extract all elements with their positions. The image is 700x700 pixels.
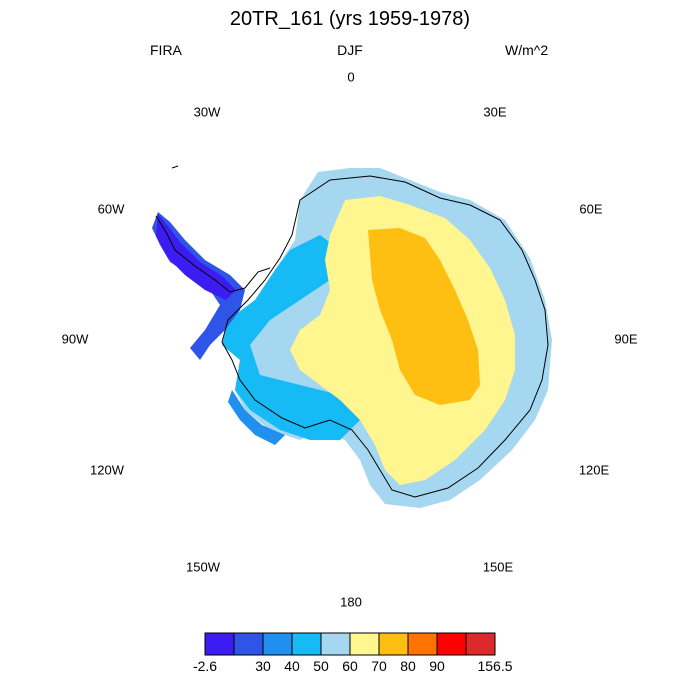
colorbar-label: -2.6 bbox=[193, 658, 217, 674]
colorbar-swatch bbox=[262, 632, 293, 656]
variable-label: FIRA bbox=[150, 42, 182, 58]
lon-label-180: 180 bbox=[340, 594, 362, 610]
colorbar-swatch bbox=[204, 632, 235, 656]
plot-title: 20TR_161 (yrs 1959-1978) bbox=[229, 8, 471, 30]
coastline bbox=[221, 175, 549, 498]
lon-label-0: 0 bbox=[347, 69, 355, 85]
island-outline bbox=[171, 165, 179, 169]
colorbar-swatch bbox=[233, 632, 264, 656]
colorbar-label: 90 bbox=[429, 658, 445, 674]
region-50 bbox=[222, 235, 360, 440]
colorbar-swatch bbox=[320, 632, 351, 656]
colorbar-label: 30 bbox=[255, 658, 271, 674]
lon-label-30w: 30W bbox=[193, 104, 221, 120]
colorbar-swatch bbox=[436, 632, 467, 656]
lon-label-60e: 60E bbox=[579, 201, 603, 217]
colorbar-swatch bbox=[291, 632, 322, 656]
units-label: W/m^2 bbox=[505, 42, 549, 58]
colorbar-label: 70 bbox=[371, 658, 387, 674]
colorbar-swatch bbox=[407, 632, 438, 656]
colorbar-label: 60 bbox=[342, 658, 358, 674]
lon-label-120w: 120W bbox=[90, 462, 124, 478]
season-label: DJF bbox=[337, 42, 363, 58]
peninsula-coastline bbox=[155, 215, 271, 293]
colorbar-label: 156.5 bbox=[477, 658, 512, 674]
lon-label-150w: 150W bbox=[186, 559, 220, 575]
colorbar-label: 80 bbox=[400, 658, 416, 674]
lon-label-60w: 60W bbox=[97, 201, 125, 217]
lon-label-30e: 30E bbox=[483, 104, 507, 120]
colorbar-label: 50 bbox=[313, 658, 329, 674]
lon-label-120e: 120E bbox=[578, 462, 610, 478]
colorbar-label: 40 bbox=[284, 658, 300, 674]
lon-label-90e: 90E bbox=[614, 331, 638, 347]
lon-label-150e: 150E bbox=[482, 559, 514, 575]
region-low bbox=[156, 214, 236, 300]
region-80 bbox=[368, 228, 480, 405]
colorbar-swatch bbox=[465, 632, 496, 656]
colorbar-swatch bbox=[378, 632, 409, 656]
colorbar-swatch bbox=[349, 632, 380, 656]
lon-label-90w: 90W bbox=[61, 331, 89, 347]
region-40 bbox=[228, 390, 285, 445]
